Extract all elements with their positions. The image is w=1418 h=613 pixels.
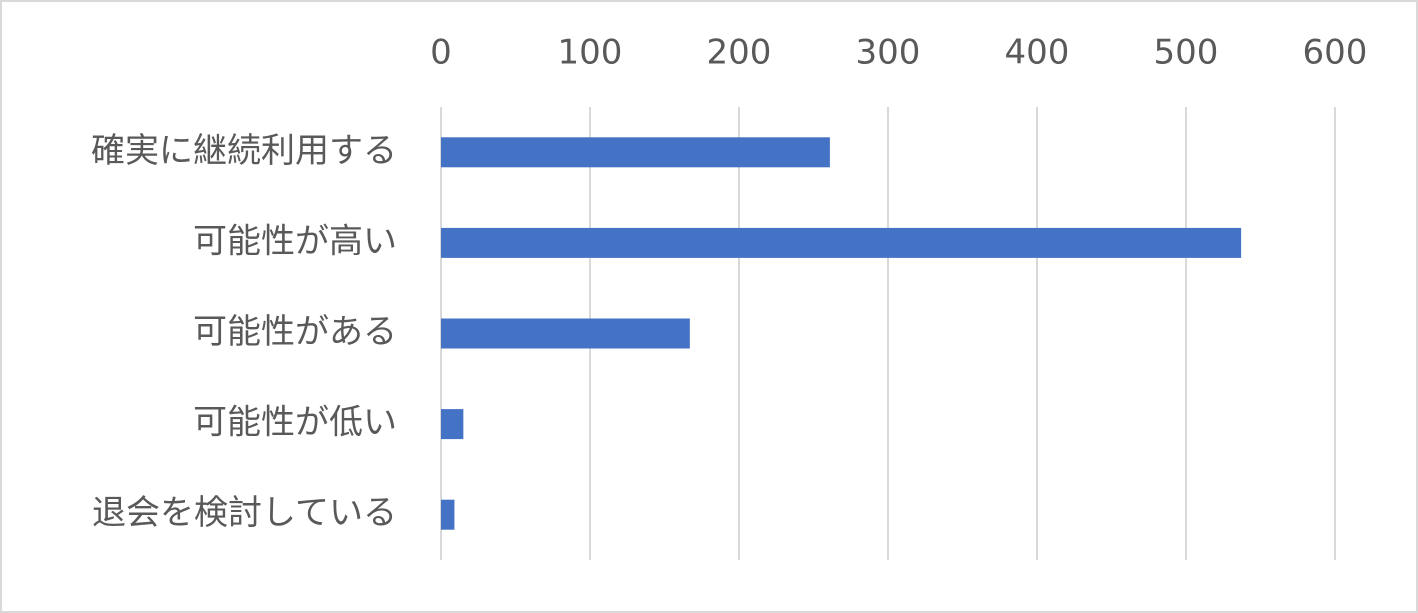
y-tick-label: 確実に継続利用する xyxy=(91,131,397,171)
x-tick-label: 100 xyxy=(558,33,623,73)
x-tick-label: 600 xyxy=(1303,33,1368,73)
x-tick-label: 0 xyxy=(430,33,452,73)
y-tick-label: 可能性が高い xyxy=(193,221,397,261)
bar xyxy=(441,137,830,168)
bar xyxy=(441,409,464,440)
bar xyxy=(441,318,690,349)
y-tick-label: 可能性がある xyxy=(193,312,397,352)
bar xyxy=(441,227,1242,258)
x-tick-label: 300 xyxy=(856,33,921,73)
y-tick-label: 可能性が低い xyxy=(193,403,397,443)
x-tick-label: 200 xyxy=(707,33,772,73)
x-tick-label: 500 xyxy=(1154,33,1219,73)
x-tick-label: 400 xyxy=(1005,33,1070,73)
y-tick-label: 退会を検討している xyxy=(92,493,397,533)
bar xyxy=(441,499,455,530)
